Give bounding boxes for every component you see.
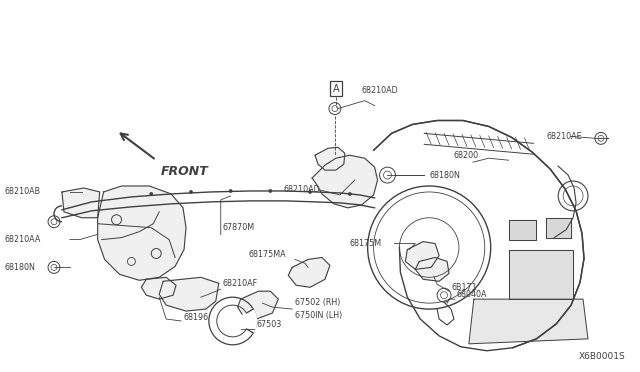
Polygon shape: [62, 188, 100, 218]
Polygon shape: [547, 218, 571, 238]
Circle shape: [308, 190, 312, 193]
Polygon shape: [469, 299, 588, 344]
Text: 68040A: 68040A: [457, 290, 488, 299]
Text: 68175M: 68175M: [350, 239, 382, 248]
Text: 67503: 67503: [257, 320, 282, 330]
Text: 68210AD: 68210AD: [362, 86, 399, 95]
Polygon shape: [98, 186, 186, 280]
Text: 68210AE: 68210AE: [547, 132, 582, 141]
Text: 67870M: 67870M: [223, 223, 255, 232]
Polygon shape: [312, 155, 378, 208]
Text: 68210AD: 68210AD: [284, 186, 320, 195]
Circle shape: [269, 189, 272, 192]
Polygon shape: [509, 220, 536, 240]
Polygon shape: [141, 277, 176, 299]
Text: 67502 (RH): 67502 (RH): [295, 298, 340, 307]
Text: 68180N: 68180N: [4, 263, 35, 272]
Circle shape: [348, 192, 351, 195]
Text: FRONT: FRONT: [161, 165, 209, 178]
Text: X6B0001S: X6B0001S: [579, 352, 626, 361]
Text: 68210AB: 68210AB: [4, 187, 40, 196]
Text: 68180N: 68180N: [429, 171, 460, 180]
Text: 68210AA: 68210AA: [4, 235, 41, 244]
Polygon shape: [509, 250, 573, 299]
Circle shape: [189, 190, 193, 193]
Wedge shape: [233, 309, 257, 333]
Text: 68196: 68196: [183, 312, 208, 321]
Polygon shape: [288, 257, 330, 287]
Polygon shape: [405, 241, 439, 269]
Text: 6B171: 6B171: [451, 283, 477, 292]
Circle shape: [229, 189, 232, 192]
Text: A: A: [333, 84, 339, 94]
Text: 6750IN (LH): 6750IN (LH): [295, 311, 342, 320]
Polygon shape: [159, 277, 219, 311]
Polygon shape: [415, 257, 449, 281]
Polygon shape: [237, 291, 278, 319]
Text: 68175MA: 68175MA: [248, 250, 286, 259]
Polygon shape: [315, 147, 345, 170]
Text: 68210AF: 68210AF: [223, 279, 258, 288]
Text: 68200: 68200: [454, 151, 479, 160]
Circle shape: [150, 192, 153, 195]
